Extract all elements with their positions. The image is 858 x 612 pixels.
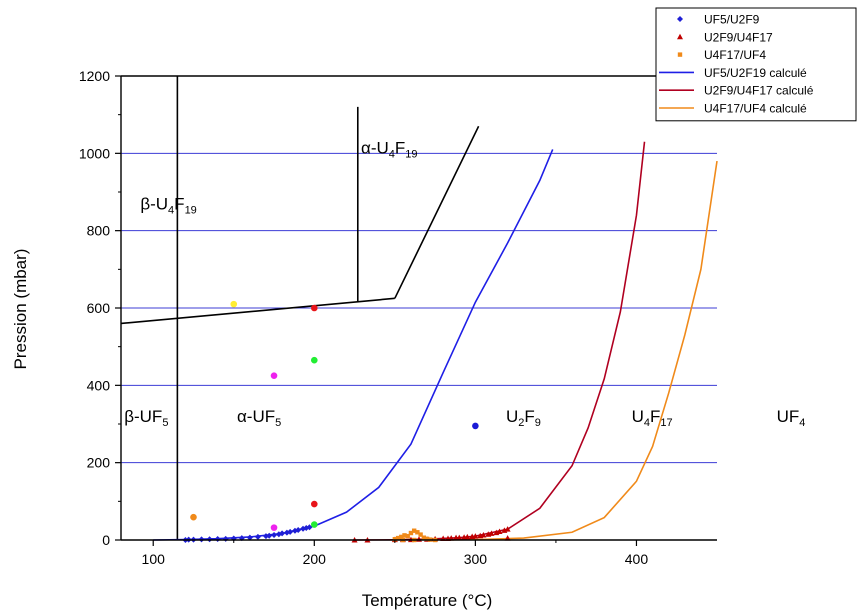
experimental-point xyxy=(310,521,318,528)
data-point xyxy=(424,536,430,542)
data-point xyxy=(496,528,503,534)
experimental-point xyxy=(310,304,318,312)
region-label: UF4 xyxy=(777,407,806,429)
data-point xyxy=(408,530,414,536)
y-tick-label: 0 xyxy=(102,532,110,548)
y-tick-label: 400 xyxy=(87,377,111,393)
axis-ticks: 100 200 300 400 0 200 400 600 800 1000 1200 xyxy=(79,68,649,567)
legend-swatch xyxy=(677,52,683,57)
data-point xyxy=(295,526,302,533)
experimental-point xyxy=(270,524,278,531)
x-tick-label: 200 xyxy=(303,551,327,567)
data-point xyxy=(399,534,404,540)
data-point xyxy=(254,533,261,540)
x-tick-label: 400 xyxy=(625,551,649,567)
x-axis-title: Température (°C) xyxy=(362,591,493,610)
region-label: β-U4F19 xyxy=(140,194,196,216)
y-tick-label: 200 xyxy=(87,455,111,471)
data-point xyxy=(279,530,286,537)
data-point xyxy=(206,536,213,543)
experimental-point xyxy=(310,356,318,364)
y-tick-label: 1200 xyxy=(79,68,110,84)
y-tick-label: 600 xyxy=(87,300,111,316)
series-line xyxy=(153,149,554,541)
data-point xyxy=(472,533,479,539)
data-point xyxy=(395,535,401,541)
region-label: U2F9 xyxy=(506,407,541,429)
y-tick-label: 1000 xyxy=(79,145,110,161)
legend-label: UF5/U2F19 calculé xyxy=(704,66,807,80)
legend: UF5/U2F9 U2F9/U4F17 U4F17/UF4 UF5/U2F19 cal… xyxy=(655,7,857,122)
data-point xyxy=(222,535,229,542)
data-point xyxy=(480,531,487,538)
phase-boundary-line xyxy=(394,125,480,299)
experimental-point xyxy=(270,372,278,379)
data-point xyxy=(411,528,417,533)
data-point xyxy=(421,535,427,540)
experimental-point xyxy=(190,513,197,521)
data-points xyxy=(182,300,511,543)
region-label: α-U4F19 xyxy=(361,138,418,160)
data-point xyxy=(405,533,410,539)
data-point xyxy=(266,532,273,539)
data-point xyxy=(287,528,294,535)
data-point xyxy=(488,530,495,536)
legend-box xyxy=(655,7,857,122)
legend-label: U4F17/UF4 xyxy=(704,48,766,62)
legend-swatch xyxy=(677,16,683,22)
x-tick-label: 100 xyxy=(142,551,166,567)
phase-boundaries xyxy=(120,75,717,540)
gridlines xyxy=(121,152,717,464)
experimental-point xyxy=(230,300,238,308)
series-line xyxy=(354,141,646,541)
legend-label: UF5/U2F9 xyxy=(704,13,760,27)
region-labels: β-U4F19 α-U4F19 β-UF5 α-UF5 U2F9 U4F17 UF4 xyxy=(124,138,805,429)
legend-label: U2F9/U4F17 calculé xyxy=(704,84,814,98)
calculated-curves xyxy=(153,141,718,541)
data-point xyxy=(246,534,253,541)
phase-boundary-line xyxy=(120,297,395,325)
x-tick-label: 300 xyxy=(464,551,488,567)
series-line xyxy=(443,160,718,541)
data-point xyxy=(271,531,278,538)
region-label: α-UF5 xyxy=(237,407,281,429)
data-point xyxy=(392,537,398,542)
y-axis-title: Pression (mbar) xyxy=(11,249,30,370)
data-point xyxy=(415,530,420,535)
legend-label: U4F17/UF4 calculé xyxy=(704,102,807,116)
region-label: β-UF5 xyxy=(124,407,168,429)
data-point xyxy=(306,524,313,531)
data-point xyxy=(214,536,221,543)
data-point xyxy=(504,535,511,541)
y-tick-label: 800 xyxy=(87,223,111,239)
data-point xyxy=(448,535,455,541)
data-point xyxy=(464,533,471,540)
data-point xyxy=(402,533,407,538)
data-point xyxy=(418,532,423,537)
data-point xyxy=(504,526,511,532)
data-point xyxy=(456,534,463,541)
region-label: U4F17 xyxy=(632,407,673,429)
legend-swatch xyxy=(677,33,683,40)
experimental-point xyxy=(472,422,479,430)
experimental-point xyxy=(310,500,318,508)
legend-label: U2F9/U4F17 xyxy=(704,30,773,44)
